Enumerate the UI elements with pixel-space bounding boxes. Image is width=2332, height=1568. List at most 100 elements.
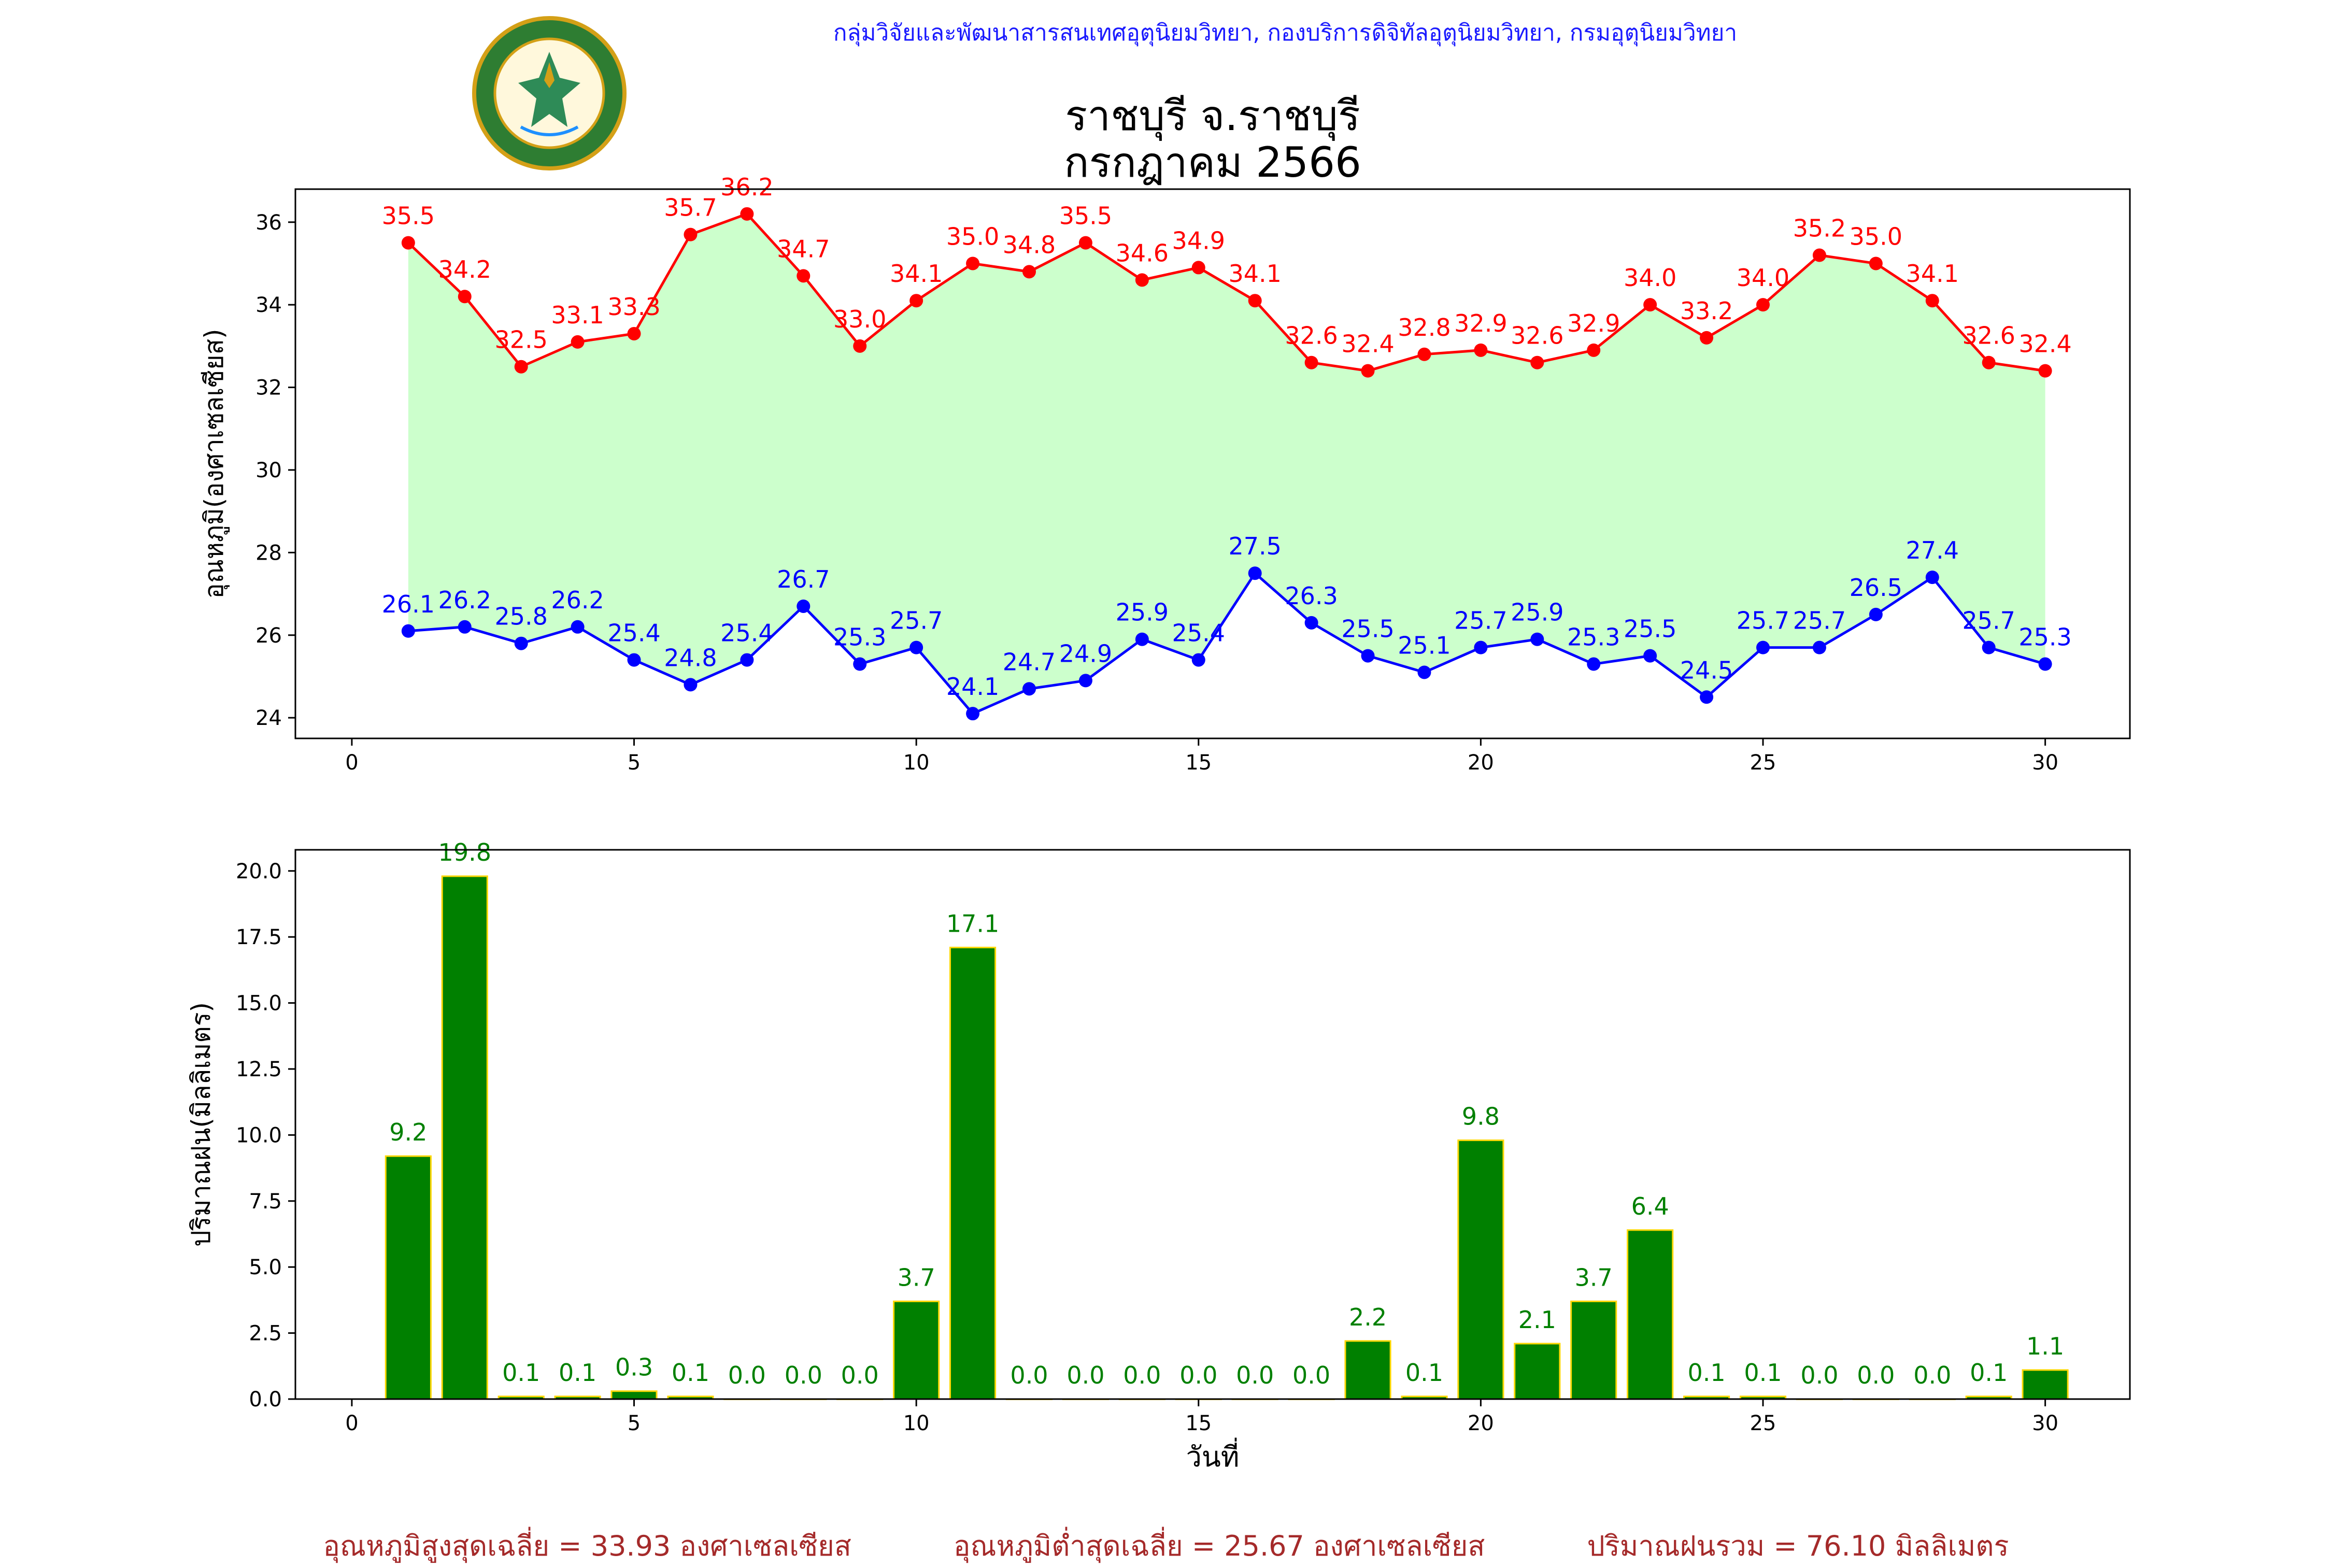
rain-ytick-label: 2.5 xyxy=(249,1322,282,1346)
rain-ytick-label: 20.0 xyxy=(236,860,282,883)
min-temp-point xyxy=(909,640,923,654)
rain-xtick-label: 10 xyxy=(903,1412,930,1435)
max-temp-data-label: 33.1 xyxy=(551,301,604,329)
max-temp-point xyxy=(853,339,867,353)
max-temp-data-label: 34.0 xyxy=(1624,264,1676,292)
max-temp-point xyxy=(684,227,698,241)
rain-data-label: 0.0 xyxy=(1857,1361,1895,1389)
rain-bar xyxy=(1570,1300,1617,1400)
temp-ytick-label: 28 xyxy=(255,541,282,565)
max-temp-point xyxy=(458,290,472,304)
rainfall-plot-frame xyxy=(294,849,2131,1400)
max-temp-point xyxy=(1022,265,1036,279)
min-temp-point xyxy=(571,620,585,634)
max-temp-point xyxy=(571,335,585,349)
rain-xtick-label: 25 xyxy=(1750,1412,1776,1435)
rain-bar xyxy=(1344,1340,1391,1400)
rain-data-label: 17.1 xyxy=(946,910,999,938)
min-temp-data-label: 25.7 xyxy=(1737,607,1789,635)
min-temp-data-label: 26.1 xyxy=(382,590,435,618)
rain-data-label: 3.7 xyxy=(1575,1263,1613,1291)
max-temp-data-label: 35.5 xyxy=(382,202,435,230)
min-temp-data-label: 25.7 xyxy=(1962,607,2015,635)
min-temp-data-label: 25.7 xyxy=(890,607,943,635)
min-temp-point xyxy=(1474,640,1488,654)
header-organization: กลุ่มวิจัยและพัฒนาสารสนเทศอุตุนิยมวิทยา,… xyxy=(833,20,1738,46)
rain-data-label: 0.0 xyxy=(1179,1361,1217,1389)
min-temp-point xyxy=(1022,682,1036,696)
rain-bar xyxy=(2022,1369,2069,1400)
max-temp-data-label: 34.7 xyxy=(777,235,830,263)
min-temp-point xyxy=(627,653,641,667)
max-temp-data-label: 32.6 xyxy=(1511,322,1563,350)
max-temp-point xyxy=(1417,347,1431,361)
total-rain-summary: ปริมาณฝนรวม = 76.10 มิลลิเมตร xyxy=(1587,1530,2009,1562)
rain-bar xyxy=(1457,1139,1504,1400)
max-temp-point xyxy=(1530,355,1544,369)
temp-ytick-label: 24 xyxy=(255,706,282,730)
min-temp-data-label: 25.7 xyxy=(1454,607,1507,635)
min-temp-data-label: 25.4 xyxy=(607,619,660,647)
temp-ytick-label: 32 xyxy=(255,376,282,400)
max-temp-data-label: 32.9 xyxy=(1454,309,1507,337)
max-temp-point xyxy=(797,269,810,283)
rainfall-y-axis-label: ปริมาณฝน(มิลลิเมตร) xyxy=(186,1002,216,1247)
max-temp-data-label: 32.9 xyxy=(1567,309,1620,337)
avg-max-summary: อุณหภูมิสูงสุดเฉลี่ย = 33.93 องศาเซลเซีย… xyxy=(323,1530,851,1562)
min-temp-point xyxy=(1304,616,1318,630)
rain-bar xyxy=(893,1300,940,1400)
max-temp-data-label: 34.9 xyxy=(1172,226,1225,254)
min-temp-data-label: 26.7 xyxy=(777,565,830,593)
temp-xtick-label: 25 xyxy=(1750,751,1776,775)
rain-data-label: 2.1 xyxy=(1518,1306,1556,1334)
min-temp-point xyxy=(1982,640,1996,654)
max-temp-data-label: 34.2 xyxy=(438,255,491,283)
max-temp-data-label: 32.5 xyxy=(494,326,547,354)
temp-ytick-label: 26 xyxy=(255,624,282,648)
max-temp-point xyxy=(1700,331,1714,345)
rain-data-label: 6.4 xyxy=(1631,1192,1669,1220)
rain-data-label: 0.3 xyxy=(615,1353,653,1381)
temp-xtick-label: 30 xyxy=(2032,751,2058,775)
max-temp-data-label: 33.0 xyxy=(833,305,886,333)
rain-ytick-label: 5.0 xyxy=(249,1256,282,1279)
min-temp-data-label: 25.1 xyxy=(1398,631,1451,659)
rain-data-label: 0.1 xyxy=(502,1359,540,1387)
min-temp-data-label: 26.3 xyxy=(1285,582,1338,610)
min-temp-data-label: 26.2 xyxy=(551,586,604,614)
max-temp-data-label: 35.2 xyxy=(1793,215,1846,243)
rain-data-label: 0.1 xyxy=(559,1359,596,1387)
min-temp-point xyxy=(2038,657,2052,671)
min-temp-point xyxy=(966,707,980,721)
min-temp-data-label: 25.5 xyxy=(1624,615,1676,643)
min-temp-data-label: 26.5 xyxy=(1850,574,1902,602)
max-temp-data-label: 32.4 xyxy=(2018,330,2071,358)
max-temp-point xyxy=(401,236,415,250)
min-temp-data-label: 24.1 xyxy=(946,673,999,701)
max-temp-point xyxy=(627,326,641,340)
rain-xtick-label: 20 xyxy=(1468,1412,1494,1435)
rainfall-chart: 9.2 19.8 0.1 0.1 0.3 0.1 0.0 0.0 0.0 3.7 17.1 0.0 0.… xyxy=(186,838,2131,1473)
max-temp-point xyxy=(1925,294,1939,308)
temperature-chart: 35.534.232.533.1 33.335.736.234.733.034.1… xyxy=(199,173,2131,775)
max-temp-point xyxy=(2038,364,2052,378)
min-temp-point xyxy=(1700,690,1714,704)
rain-ytick-label: 12.5 xyxy=(236,1058,282,1081)
rain-ytick-label: 17.5 xyxy=(236,925,282,949)
rain-ytick-label: 7.5 xyxy=(249,1190,282,1214)
min-temp-point xyxy=(1925,571,1939,585)
max-temp-data-label: 34.6 xyxy=(1116,239,1169,267)
rain-data-label: 0.0 xyxy=(1123,1361,1161,1389)
max-temp-point xyxy=(1474,343,1488,357)
max-temp-point xyxy=(1869,256,1883,270)
min-temp-data-label: 25.8 xyxy=(494,603,547,631)
max-temp-point xyxy=(1643,298,1657,312)
max-temp-point xyxy=(1191,261,1205,275)
rain-bar xyxy=(1514,1343,1561,1400)
min-temp-point xyxy=(1812,640,1826,654)
chart-title-month: กรกฎาคม 2566 xyxy=(1064,138,1361,187)
temp-xtick-label: 10 xyxy=(903,751,930,775)
max-temp-point xyxy=(966,256,980,270)
rain-data-label: 0.0 xyxy=(1292,1361,1330,1389)
